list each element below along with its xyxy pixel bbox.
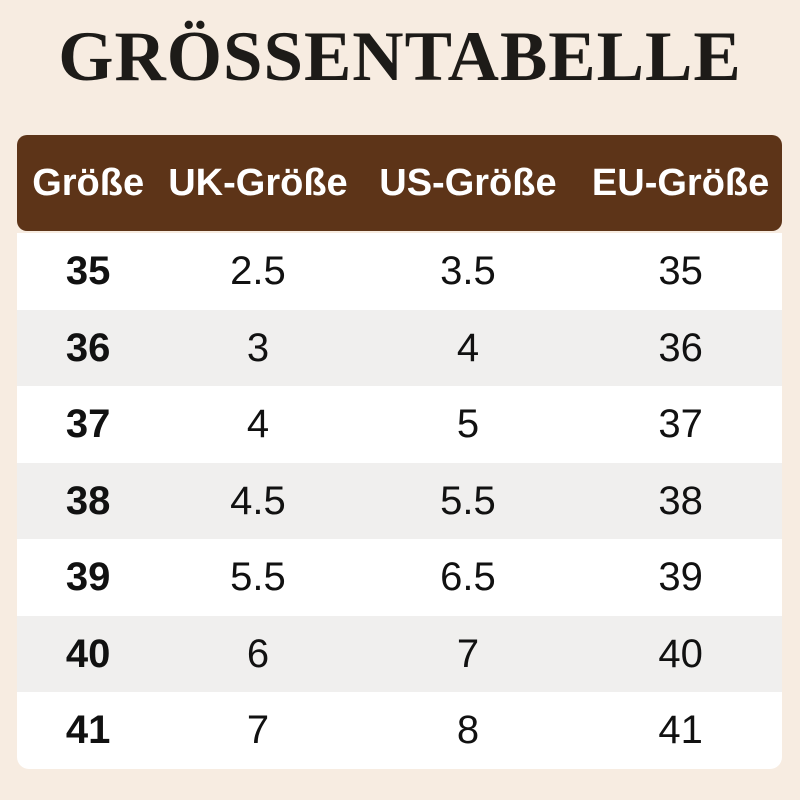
cell-uk: 4 (246, 402, 270, 447)
table-row: 41 7 8 41 (17, 692, 782, 769)
cell-eu: 41 (658, 708, 703, 753)
page-title: GRÖSSENTABELLE (58, 18, 742, 96)
cell-us: 3.5 (440, 249, 496, 294)
cell-eu: 39 (658, 555, 703, 600)
column-header-eu-groesse: EU-Größe (591, 162, 770, 204)
table-row: 36 3 4 36 (17, 309, 782, 386)
cell-us: 7 (456, 631, 480, 676)
size-table: Größe UK-Größe US-Größe EU-Größe 35 2.5 … (17, 135, 782, 769)
cell-uk: 6 (246, 631, 270, 676)
cell-eu: 37 (658, 402, 703, 447)
cell-us: 4 (456, 325, 480, 370)
table-row: 40 6 7 40 (17, 615, 782, 692)
cell-groesse: 39 (65, 555, 111, 600)
table-row: 38 4.5 5.5 38 (17, 462, 782, 539)
cell-eu: 36 (658, 325, 703, 370)
table-row: 37 4 5 37 (17, 386, 782, 463)
cell-us: 5 (456, 402, 480, 447)
cell-us: 5.5 (440, 478, 496, 523)
cell-uk: 4.5 (230, 478, 286, 523)
cell-eu: 40 (658, 631, 703, 676)
cell-groesse: 38 (65, 478, 111, 523)
cell-us: 6.5 (440, 555, 496, 600)
column-header-uk-groesse: UK-Größe (168, 162, 348, 204)
column-header-groesse: Größe (32, 162, 145, 204)
cell-eu: 35 (658, 249, 703, 294)
table-body: 35 2.5 3.5 35 36 3 4 36 37 4 5 37 38 4.5… (17, 233, 782, 769)
cell-groesse: 41 (65, 708, 111, 753)
cell-uk: 7 (246, 708, 270, 753)
table-header: Größe UK-Größe US-Größe EU-Größe (17, 135, 782, 231)
column-header-us-groesse: US-Größe (379, 162, 557, 204)
cell-groesse: 35 (65, 249, 111, 294)
cell-uk: 2.5 (230, 249, 286, 294)
cell-eu: 38 (658, 478, 703, 523)
cell-uk: 3 (246, 325, 270, 370)
cell-groesse: 36 (65, 325, 111, 370)
cell-groesse: 40 (65, 631, 111, 676)
table-row: 39 5.5 6.5 39 (17, 539, 782, 616)
cell-groesse: 37 (65, 402, 111, 447)
cell-uk: 5.5 (230, 555, 286, 600)
table-row: 35 2.5 3.5 35 (17, 233, 782, 310)
cell-us: 8 (456, 708, 480, 753)
